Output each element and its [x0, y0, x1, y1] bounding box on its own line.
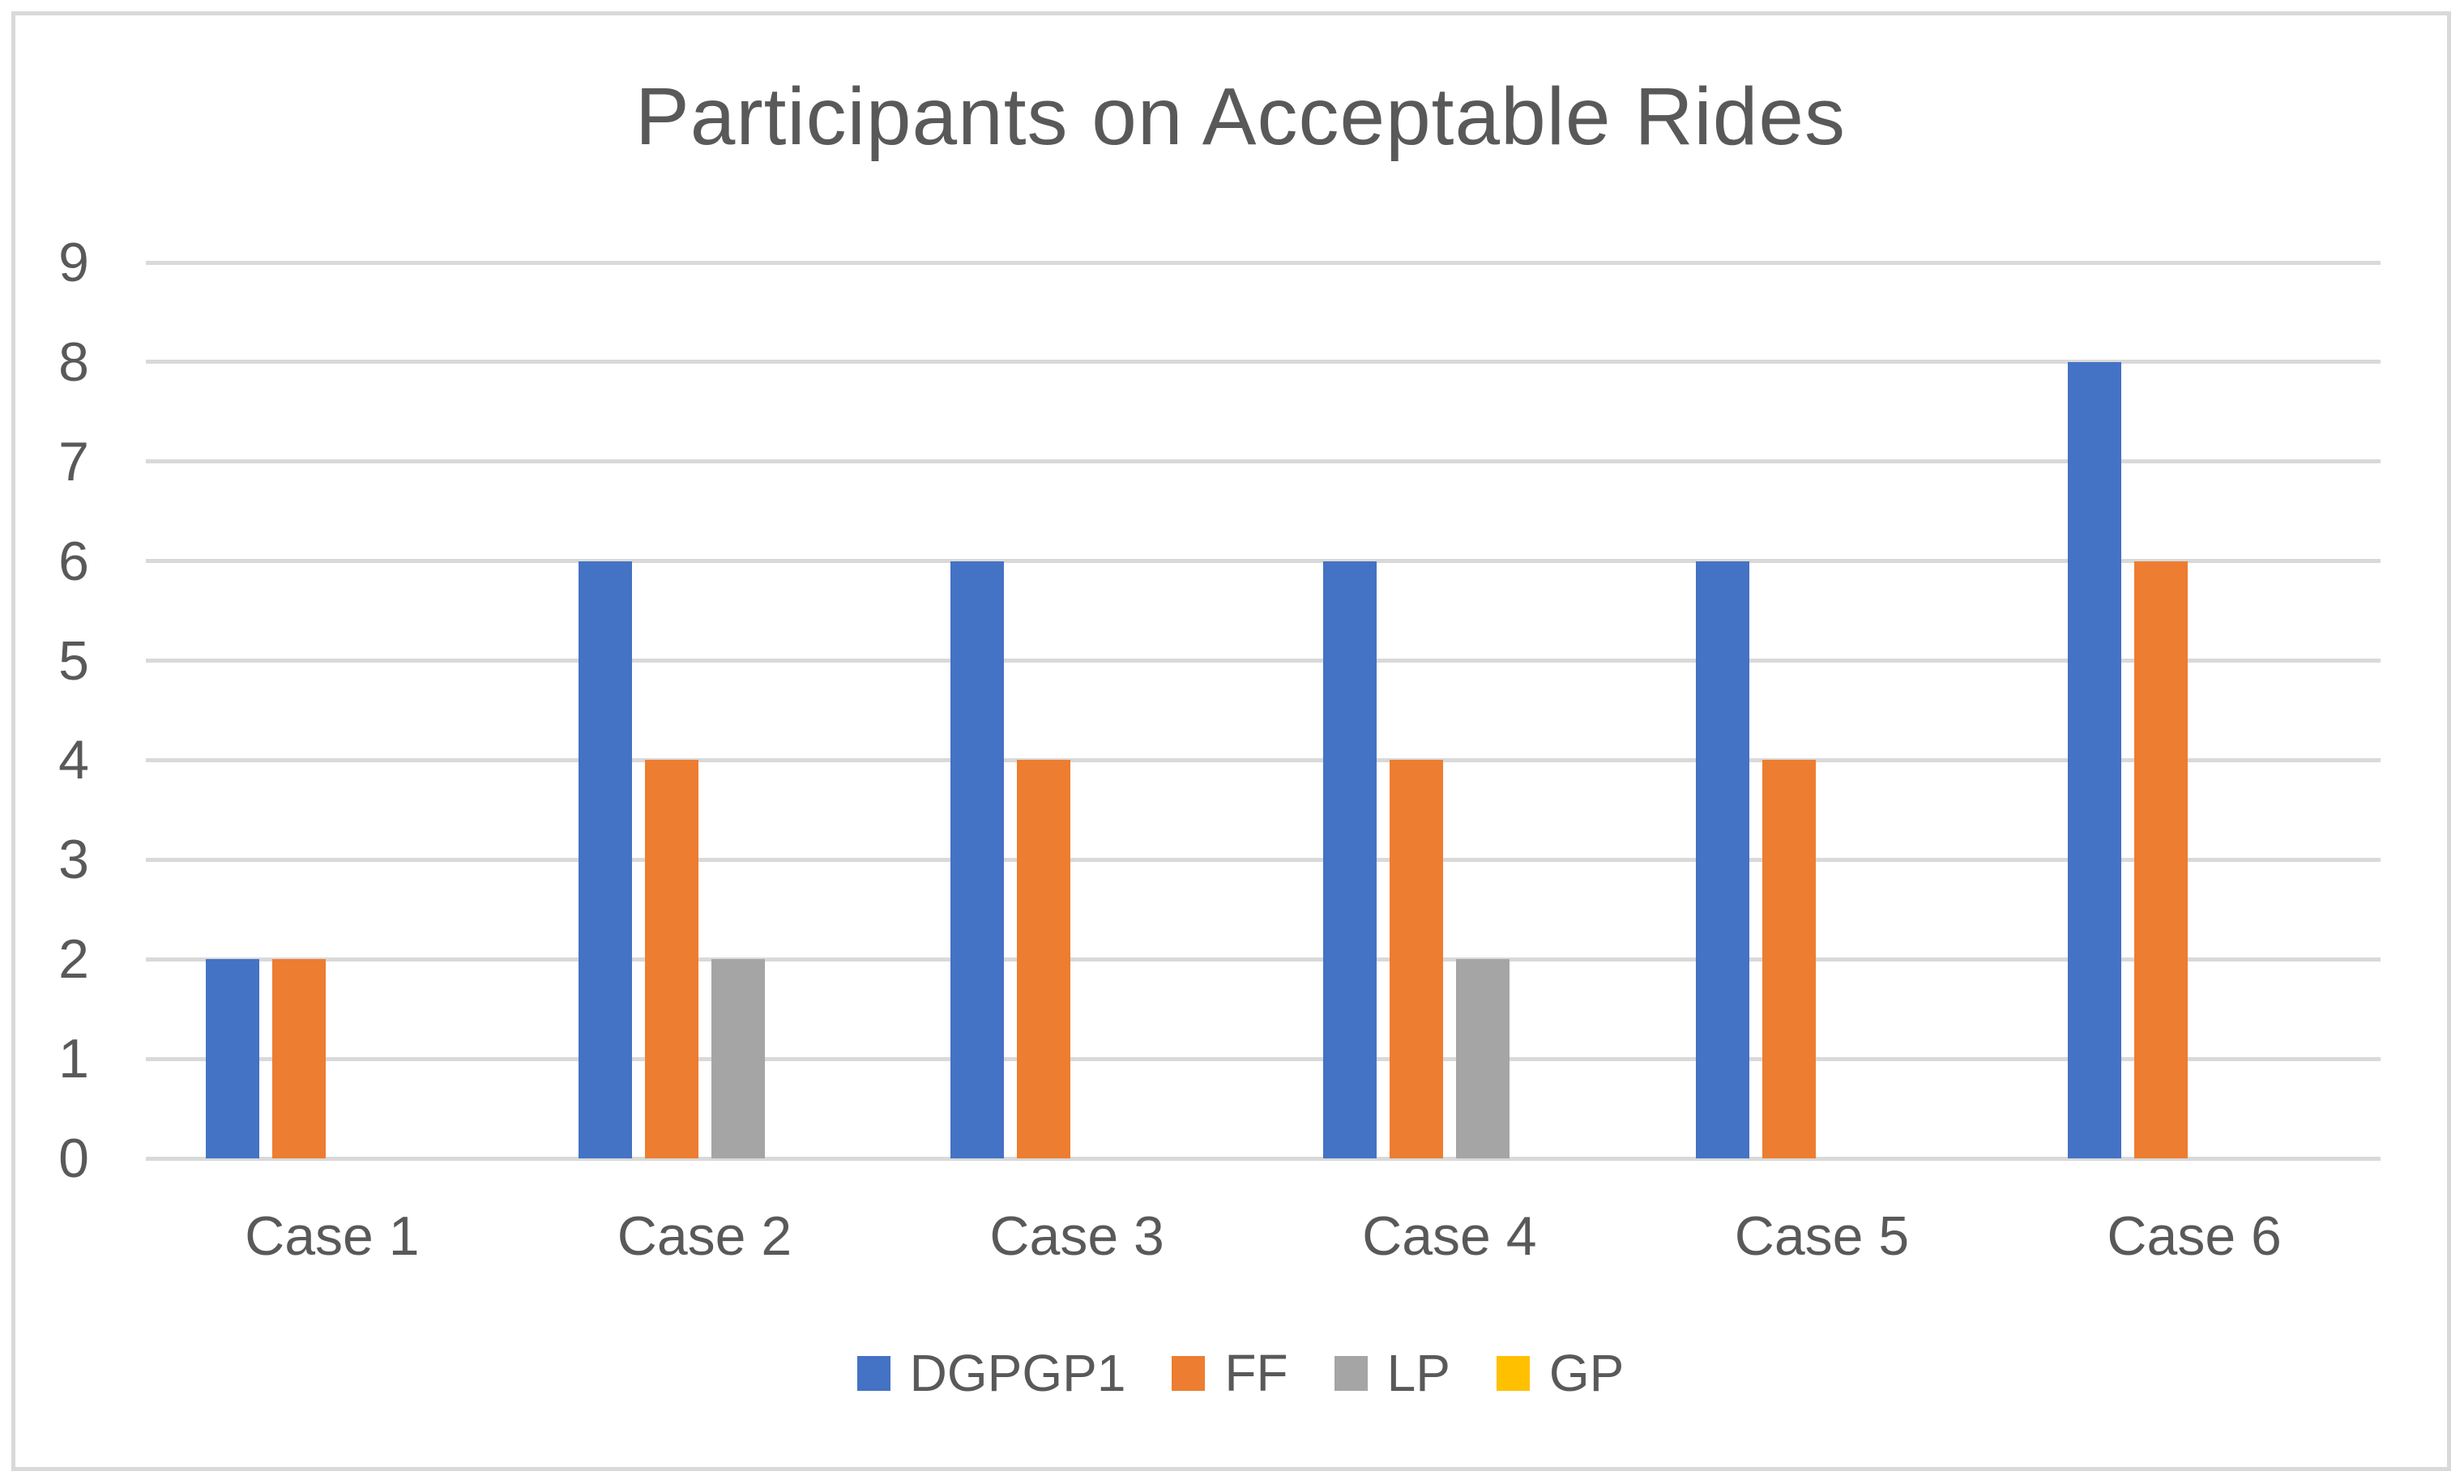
gridline-5	[146, 659, 2381, 663]
legend-label-dgpgp1: DGPGP1	[909, 1344, 1126, 1402]
legend-item-dgpgp1: DGPGP1	[856, 1344, 1126, 1402]
bar-DGPGP1-case-2	[578, 561, 632, 1158]
bar-FF-case-5	[1762, 760, 1816, 1158]
y-tick-label-9: 9	[58, 232, 89, 293]
y-tick-label-1: 1	[58, 1028, 89, 1090]
legend-swatch-dgpgp1	[856, 1355, 890, 1391]
gridline-8	[146, 360, 2381, 365]
y-tick-label-8: 8	[58, 330, 89, 393]
chart-border	[11, 11, 2451, 1471]
legend-label-gp: GP	[1548, 1344, 1625, 1402]
bar-FF-case-1	[271, 959, 326, 1158]
bar-DGPGP1-case-1	[205, 959, 259, 1158]
bar-FF-case-6	[2134, 561, 2189, 1158]
gridline-7	[146, 459, 2381, 464]
y-tick-label-3: 3	[58, 829, 89, 891]
x-category-label-case-2: Case 2	[617, 1205, 792, 1267]
x-category-label-case-1: Case 1	[245, 1205, 420, 1267]
gridline-0	[146, 1156, 2381, 1161]
gridline-4	[146, 757, 2381, 762]
x-category-label-case-4: Case 4	[1362, 1205, 1537, 1267]
bar-FF-case-4	[1389, 760, 1443, 1158]
legend-label-lp: LP	[1386, 1344, 1450, 1402]
y-tick-label-5: 5	[58, 629, 89, 692]
y-tick-label-7: 7	[58, 430, 89, 493]
y-tick-label-6: 6	[58, 530, 89, 592]
bar-DGPGP1-case-5	[1695, 561, 1749, 1158]
legend-item-lp: LP	[1334, 1347, 1450, 1399]
legend-swatch-gp	[1496, 1355, 1530, 1391]
bar-DGPGP1-case-6	[2068, 361, 2122, 1158]
legend-item-gp: GP	[1496, 1344, 1625, 1402]
legend-label-ff: FF	[1224, 1344, 1288, 1402]
legend-swatch-ff	[1172, 1355, 1206, 1391]
legend-swatch-lp	[1334, 1355, 1368, 1391]
gridline-2	[146, 957, 2381, 962]
bar-FF-case-2	[644, 760, 698, 1158]
plot-area	[146, 260, 2381, 1161]
bar-LP-case-4	[1455, 959, 1510, 1158]
y-tick-label-2: 2	[58, 928, 89, 991]
x-category-label-case-3: Case 3	[989, 1205, 1164, 1267]
chart-title: Participants on Acceptable Rides	[635, 71, 1846, 162]
bar-DGPGP1-case-3	[950, 561, 1005, 1158]
legend-item-ff: FF	[1172, 1347, 1288, 1399]
gridline-1	[146, 1056, 2381, 1061]
gridline-9	[146, 260, 2381, 265]
legend: DGPGP1 FF LP GP	[97, 1346, 2384, 1400]
gridline-3	[146, 857, 2381, 862]
x-category-label-case-5: Case 5	[1734, 1205, 1910, 1267]
x-category-label-case-6: Case 6	[2107, 1205, 2282, 1267]
gridline-6	[146, 559, 2381, 564]
bar-FF-case-3	[1017, 760, 1071, 1158]
bar-DGPGP1-case-4	[1322, 561, 1377, 1158]
bar-LP-case-2	[711, 959, 765, 1158]
y-tick-label-4: 4	[58, 729, 89, 791]
y-tick-label-0: 0	[58, 1128, 89, 1189]
